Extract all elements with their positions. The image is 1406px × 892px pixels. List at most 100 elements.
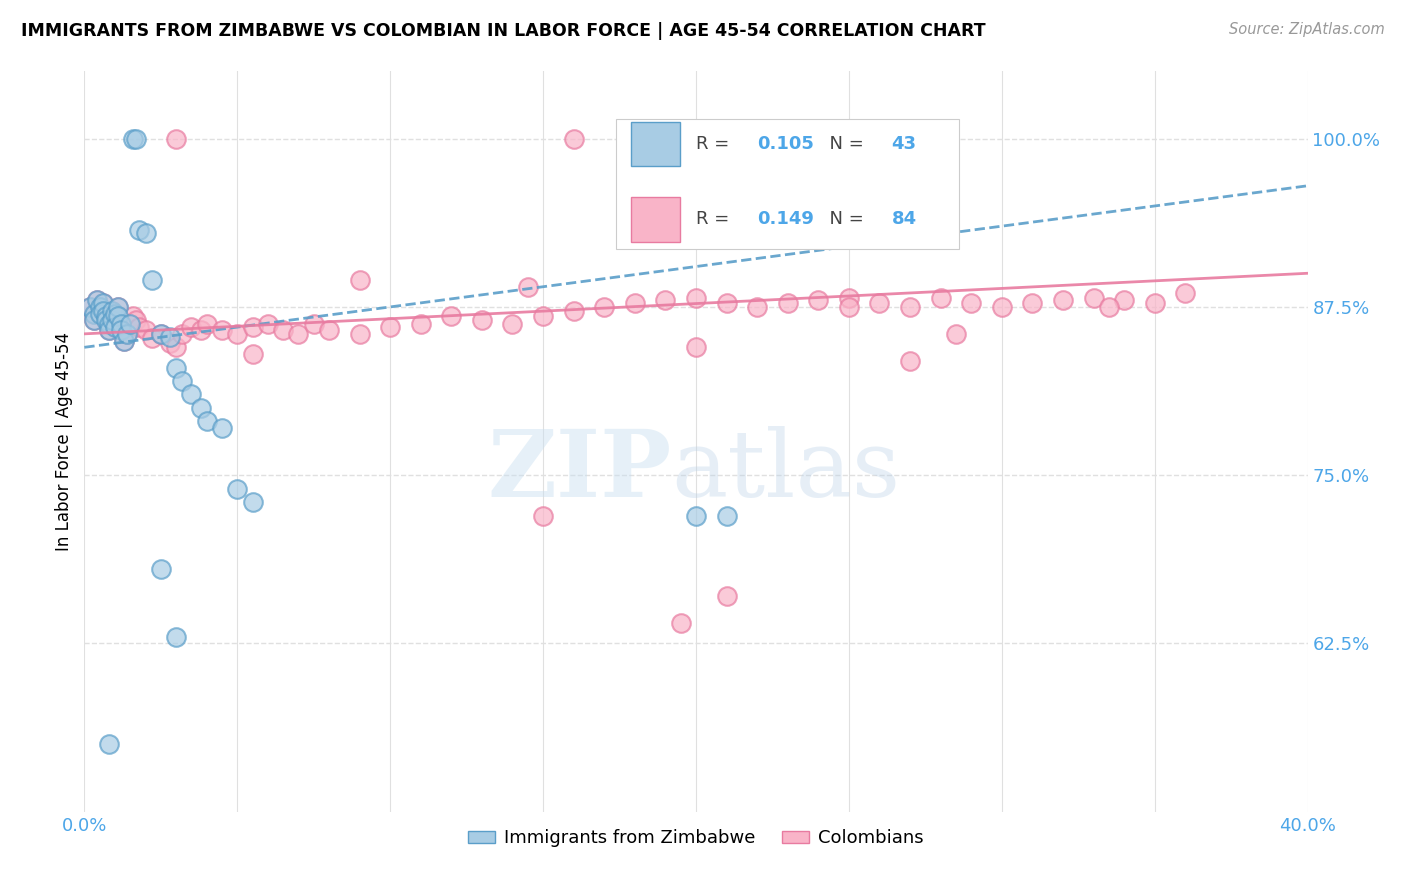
Point xyxy=(898,300,921,314)
Point xyxy=(97,323,120,337)
Point xyxy=(94,310,117,324)
Point xyxy=(107,310,129,324)
Point xyxy=(86,293,108,308)
Point xyxy=(1143,296,1166,310)
Point xyxy=(991,300,1014,314)
Point xyxy=(104,307,127,321)
Point xyxy=(669,616,692,631)
Point xyxy=(159,329,181,343)
Point xyxy=(380,320,402,334)
Point xyxy=(120,318,142,332)
Point xyxy=(159,336,181,351)
Text: IMMIGRANTS FROM ZIMBABWE VS COLOMBIAN IN LABOR FORCE | AGE 45-54 CORRELATION CHA: IMMIGRANTS FROM ZIMBABWE VS COLOMBIAN IN… xyxy=(21,22,986,40)
Point xyxy=(502,318,524,332)
Point xyxy=(149,326,172,341)
Point xyxy=(101,304,124,318)
Point xyxy=(107,300,129,314)
Point xyxy=(107,310,129,324)
Point xyxy=(211,421,233,435)
Text: N =: N = xyxy=(818,135,870,153)
Point xyxy=(125,313,148,327)
Point xyxy=(624,296,647,310)
Text: 0.105: 0.105 xyxy=(758,135,814,153)
Point xyxy=(242,347,264,361)
Point xyxy=(97,738,120,752)
Point xyxy=(165,131,187,145)
Point xyxy=(165,630,187,644)
Point xyxy=(190,323,212,337)
Point xyxy=(180,387,202,401)
Point xyxy=(83,307,105,321)
Point xyxy=(91,304,114,318)
Point xyxy=(122,310,145,324)
Point xyxy=(141,273,163,287)
Point xyxy=(531,310,554,324)
Point xyxy=(91,296,114,310)
Text: ZIP: ZIP xyxy=(488,426,672,516)
Point xyxy=(945,326,967,341)
Point xyxy=(172,374,194,388)
Point xyxy=(91,304,114,318)
Point xyxy=(94,313,117,327)
Point xyxy=(115,326,138,341)
Point xyxy=(838,300,860,314)
Point xyxy=(110,323,132,337)
Point xyxy=(125,131,148,145)
Point xyxy=(807,293,830,308)
Point xyxy=(593,300,616,314)
Point xyxy=(89,300,111,314)
Point xyxy=(149,562,172,576)
Point xyxy=(120,318,142,332)
Text: R =: R = xyxy=(696,211,735,228)
Point xyxy=(716,296,738,310)
Point xyxy=(1114,293,1136,308)
Point xyxy=(257,318,280,332)
Point xyxy=(716,590,738,604)
Point xyxy=(226,482,249,496)
Point xyxy=(83,307,105,321)
Point xyxy=(898,353,921,368)
Point xyxy=(1052,293,1074,308)
Point xyxy=(104,307,127,321)
Point xyxy=(1021,296,1043,310)
Text: R =: R = xyxy=(696,135,735,153)
Point xyxy=(349,326,371,341)
Point xyxy=(271,323,294,337)
Point xyxy=(79,300,101,314)
Point xyxy=(110,323,132,337)
Text: 43: 43 xyxy=(891,135,917,153)
Point xyxy=(211,323,233,337)
Point xyxy=(302,318,325,332)
Point xyxy=(516,279,538,293)
Point xyxy=(110,318,132,332)
Point xyxy=(180,320,202,334)
Point xyxy=(1098,300,1121,314)
Point xyxy=(122,131,145,145)
Point xyxy=(242,320,264,334)
Point xyxy=(165,340,187,354)
Point xyxy=(94,310,117,324)
Point xyxy=(104,320,127,334)
Point xyxy=(149,326,172,341)
Point xyxy=(107,300,129,314)
Point xyxy=(83,313,105,327)
Point xyxy=(242,495,264,509)
Text: N =: N = xyxy=(818,211,870,228)
Point xyxy=(287,326,309,341)
Point xyxy=(135,226,157,240)
Text: atlas: atlas xyxy=(672,426,901,516)
Legend: Immigrants from Zimbabwe, Colombians: Immigrants from Zimbabwe, Colombians xyxy=(461,822,931,855)
Point xyxy=(97,318,120,332)
Point xyxy=(562,131,585,145)
Point xyxy=(104,320,127,334)
Point xyxy=(929,291,952,305)
Point xyxy=(89,307,111,321)
Point xyxy=(101,313,124,327)
Point xyxy=(716,508,738,523)
Point xyxy=(195,414,218,428)
Point xyxy=(685,340,707,354)
Point xyxy=(1083,291,1105,305)
Point xyxy=(115,326,138,341)
Point xyxy=(349,273,371,287)
Point xyxy=(94,313,117,327)
